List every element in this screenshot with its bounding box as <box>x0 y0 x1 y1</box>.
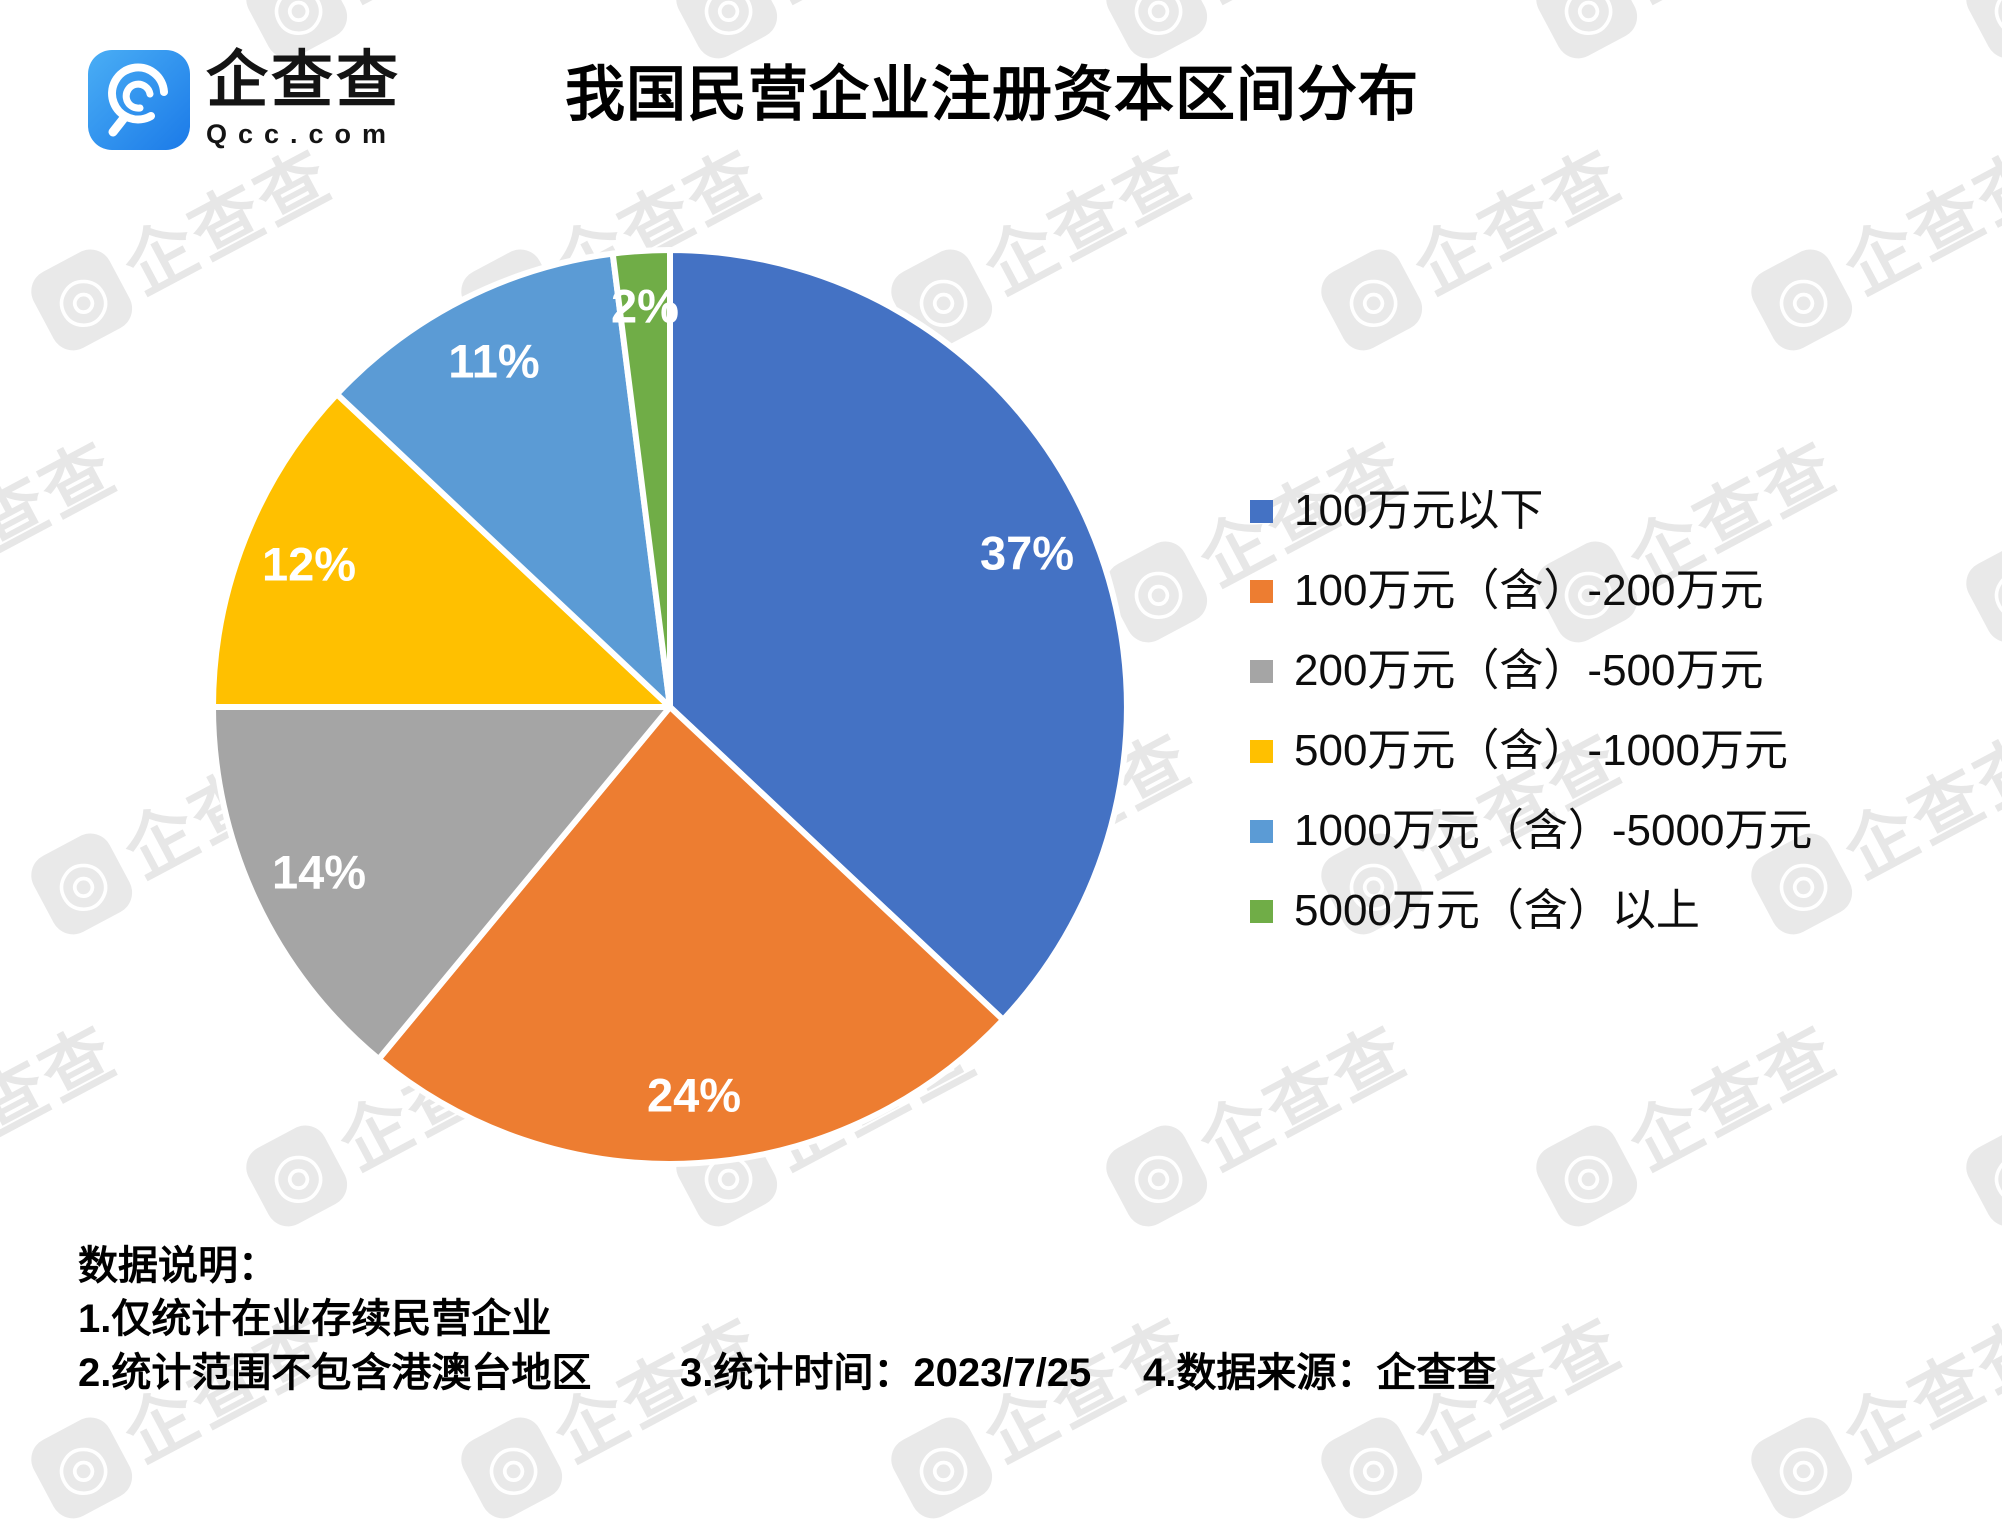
legend-item: 100万元（含）-200万元 <box>1250 568 1812 614</box>
legend-item: 100万元以下 <box>1250 488 1812 534</box>
pie-data-label: 37% <box>980 527 1074 580</box>
legend-swatch <box>1250 659 1273 683</box>
pie-slice <box>667 247 1130 1023</box>
chart-legend: 100万元以下 100万元（含）-200万元 200万元（含）-500万元 500万元… <box>1250 488 1812 968</box>
note-region: 2.统计范围不包含港澳台地区 <box>78 1351 592 1395</box>
pie-data-label: 2% <box>611 280 679 333</box>
pie-data-label: 11% <box>448 335 539 388</box>
legend-label: 500万元（含）-1000万元 <box>1294 726 1788 775</box>
logo-names: 企查查 Qcc.com <box>206 50 401 148</box>
qcc-logo-icon <box>88 50 190 150</box>
legend-swatch <box>1250 739 1273 763</box>
legend-swatch <box>1250 899 1273 923</box>
legend-item: 1000万元（含）-5000万元 <box>1250 808 1812 854</box>
notes-heading: 数据说明： <box>78 1244 278 1288</box>
legend-label: 100万元（含）-200万元 <box>1294 566 1764 615</box>
watermark-logo-icon: ◎ <box>1313 1409 1430 1526</box>
logo-domain: Qcc.com <box>206 119 398 149</box>
magnifier-spiral-icon <box>108 63 168 137</box>
pie-slices <box>210 246 1130 1167</box>
logo-text: 企查查 <box>206 46 402 115</box>
pie-slice <box>210 704 673 1063</box>
pie-data-label: 14% <box>272 846 366 899</box>
legend-item: 500万元（含）-1000万元 <box>1250 728 1812 774</box>
legend-swatch <box>1250 579 1273 603</box>
page-title: 我国民营企业注册资本区间分布 <box>565 61 1419 128</box>
legend-item: 200万元（含）-500万元 <box>1250 648 1812 694</box>
qcc-logo: 企查查 Qcc.com <box>88 50 401 150</box>
legend-swatch <box>1250 499 1273 523</box>
legend-label: 1000万元（含）-5000万元 <box>1294 806 1813 855</box>
note-source: 4.数据来源：企查查 <box>1143 1351 1497 1395</box>
pie-data-label: 24% <box>647 1069 741 1122</box>
legend-label: 5000万元（含）以上 <box>1294 886 1700 935</box>
watermark-logo-icon: ◎ <box>453 1409 570 1526</box>
watermark-logo-icon: ◎ <box>1743 1409 1860 1526</box>
watermark-logo-icon: ◎ <box>23 1409 140 1526</box>
legend-item: 5000万元（含）以上 <box>1250 888 1812 934</box>
watermark-logo-icon: ◎ <box>883 1409 1000 1526</box>
legend-label: 200万元（含）-500万元 <box>1294 646 1764 695</box>
note-scope: 1.仅统计在业存续民营企业 <box>78 1297 552 1341</box>
pie-slice <box>609 246 673 710</box>
legend-swatch <box>1250 819 1273 843</box>
legend-label: 100万元以下 <box>1294 486 1544 535</box>
pie-data-label: 12% <box>262 538 356 591</box>
note-date: 3.统计时间：2023/7/25 <box>680 1351 1092 1395</box>
